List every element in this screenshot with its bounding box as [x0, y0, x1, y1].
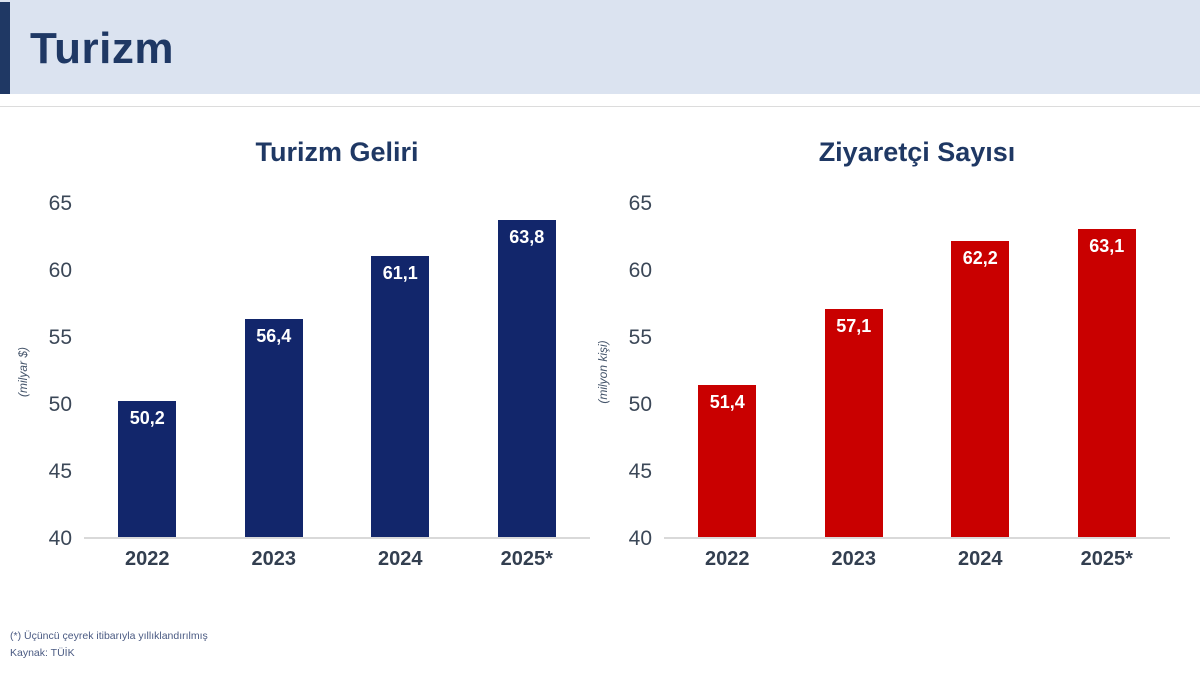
bar-value-label: 61,1	[382, 262, 418, 283]
bar-slot: 57,1	[791, 204, 918, 537]
y-axis-label-wrap: (milyon kişi)	[590, 204, 616, 539]
charts-container: Turizm Geliri (milyar $) 65 60 55 50 45 40 50…	[0, 107, 1200, 571]
y-tick-label: 45	[48, 460, 72, 483]
chart-ziyaretci-sayisi: Ziyaretçi Sayısı (milyon kişi) 65 60 55 50 4…	[590, 137, 1170, 571]
bar-2023: 57,1	[824, 309, 883, 537]
y-tick-label: 60	[628, 259, 652, 282]
footnote: (*) Üçüncü çeyrek itibarıyla yıllıklandı…	[10, 628, 208, 661]
y-tick-label: 45	[628, 460, 652, 483]
x-tick-label: 2025*	[1080, 548, 1133, 570]
y-tick-label: 65	[48, 192, 72, 215]
bar-slot: 62,2	[917, 204, 1044, 537]
bar-2024: 61,1	[371, 255, 430, 537]
bar-2025*: 63,1	[1077, 229, 1136, 537]
plot-area: 50,2 56,4 61,1 63,8	[84, 204, 590, 539]
bar-slot: 50,2	[84, 204, 211, 537]
chart-body: (milyon kişi) 65 60 55 50 45 40 51,4 57,1 62,2 6…	[590, 192, 1170, 550]
x-tick-label: 2022	[125, 548, 170, 570]
chart-body: (milyar $) 65 60 55 50 45 40 50,2 56,4 61,1 63,8	[10, 192, 590, 550]
chart-turizm-geliri: Turizm Geliri (milyar $) 65 60 55 50 45 40 50…	[10, 137, 590, 571]
footnote-line-2: Kaynak: TÜİK	[10, 646, 75, 659]
x-axis: 2022 2023 2024 2025*	[664, 548, 1170, 571]
chart-title: Turizm Geliri	[255, 137, 419, 167]
y-tick-label: 55	[628, 326, 652, 349]
bar-2024: 62,2	[951, 241, 1010, 537]
bar-value-label: 63,1	[1089, 236, 1125, 257]
bar-slot: 63,8	[464, 204, 591, 537]
bar-2022: 51,4	[698, 385, 757, 537]
y-tick-label: 40	[48, 527, 72, 550]
y-tick-label: 40	[628, 527, 652, 550]
bar-value-label: 63,8	[509, 226, 545, 247]
page-header: Turizm	[0, 0, 1200, 94]
bar-value-label: 51,4	[709, 392, 745, 413]
x-tick-label: 2023	[251, 548, 297, 570]
y-tick-label: 50	[48, 393, 72, 416]
y-tick-label: 60	[48, 259, 72, 282]
bar-slot: 61,1	[337, 204, 464, 537]
bar-value-label: 56,4	[256, 325, 292, 346]
plot-area: 51,4 57,1 62,2 63,1	[664, 204, 1170, 539]
y-tick-label: 50	[628, 393, 652, 416]
x-tick-label: 2024	[378, 548, 423, 570]
y-axis-label: (milyon kişi)	[596, 339, 610, 404]
bar-slot: 63,1	[1044, 204, 1171, 537]
bar-slot: 51,4	[664, 204, 791, 537]
bar-value-label: 50,2	[129, 408, 165, 429]
x-tick-label: 2025*	[500, 548, 553, 570]
y-axis-label-wrap: (milyar $)	[10, 204, 36, 539]
x-tick-label: 2023	[831, 548, 877, 570]
bar-2025*: 63,8	[497, 219, 556, 537]
header-accent-bar	[0, 2, 10, 94]
y-tick-label: 55	[48, 326, 72, 349]
bar-value-label: 57,1	[836, 316, 872, 337]
y-tick-label: 65	[628, 192, 652, 215]
x-tick-label: 2022	[705, 548, 750, 570]
x-tick-label: 2024	[958, 548, 1003, 570]
bar-2023: 56,4	[244, 318, 303, 537]
bar-value-label: 62,2	[962, 248, 998, 269]
y-axis: 65 60 55 50 45 40	[616, 192, 664, 550]
y-axis-label: (milyar $)	[16, 346, 30, 397]
page-title: Turizm	[30, 24, 174, 73]
bar-2022: 50,2	[118, 401, 177, 537]
chart-title: Ziyaretçi Sayısı	[818, 137, 1016, 167]
bar-slot: 56,4	[211, 204, 338, 537]
y-axis: 65 60 55 50 45 40	[36, 192, 84, 550]
header-divider	[0, 106, 1200, 107]
x-axis: 2022 2023 2024 2025*	[84, 548, 590, 571]
footnote-line-1: (*) Üçüncü çeyrek itibarıyla yıllıklandı…	[10, 630, 208, 643]
